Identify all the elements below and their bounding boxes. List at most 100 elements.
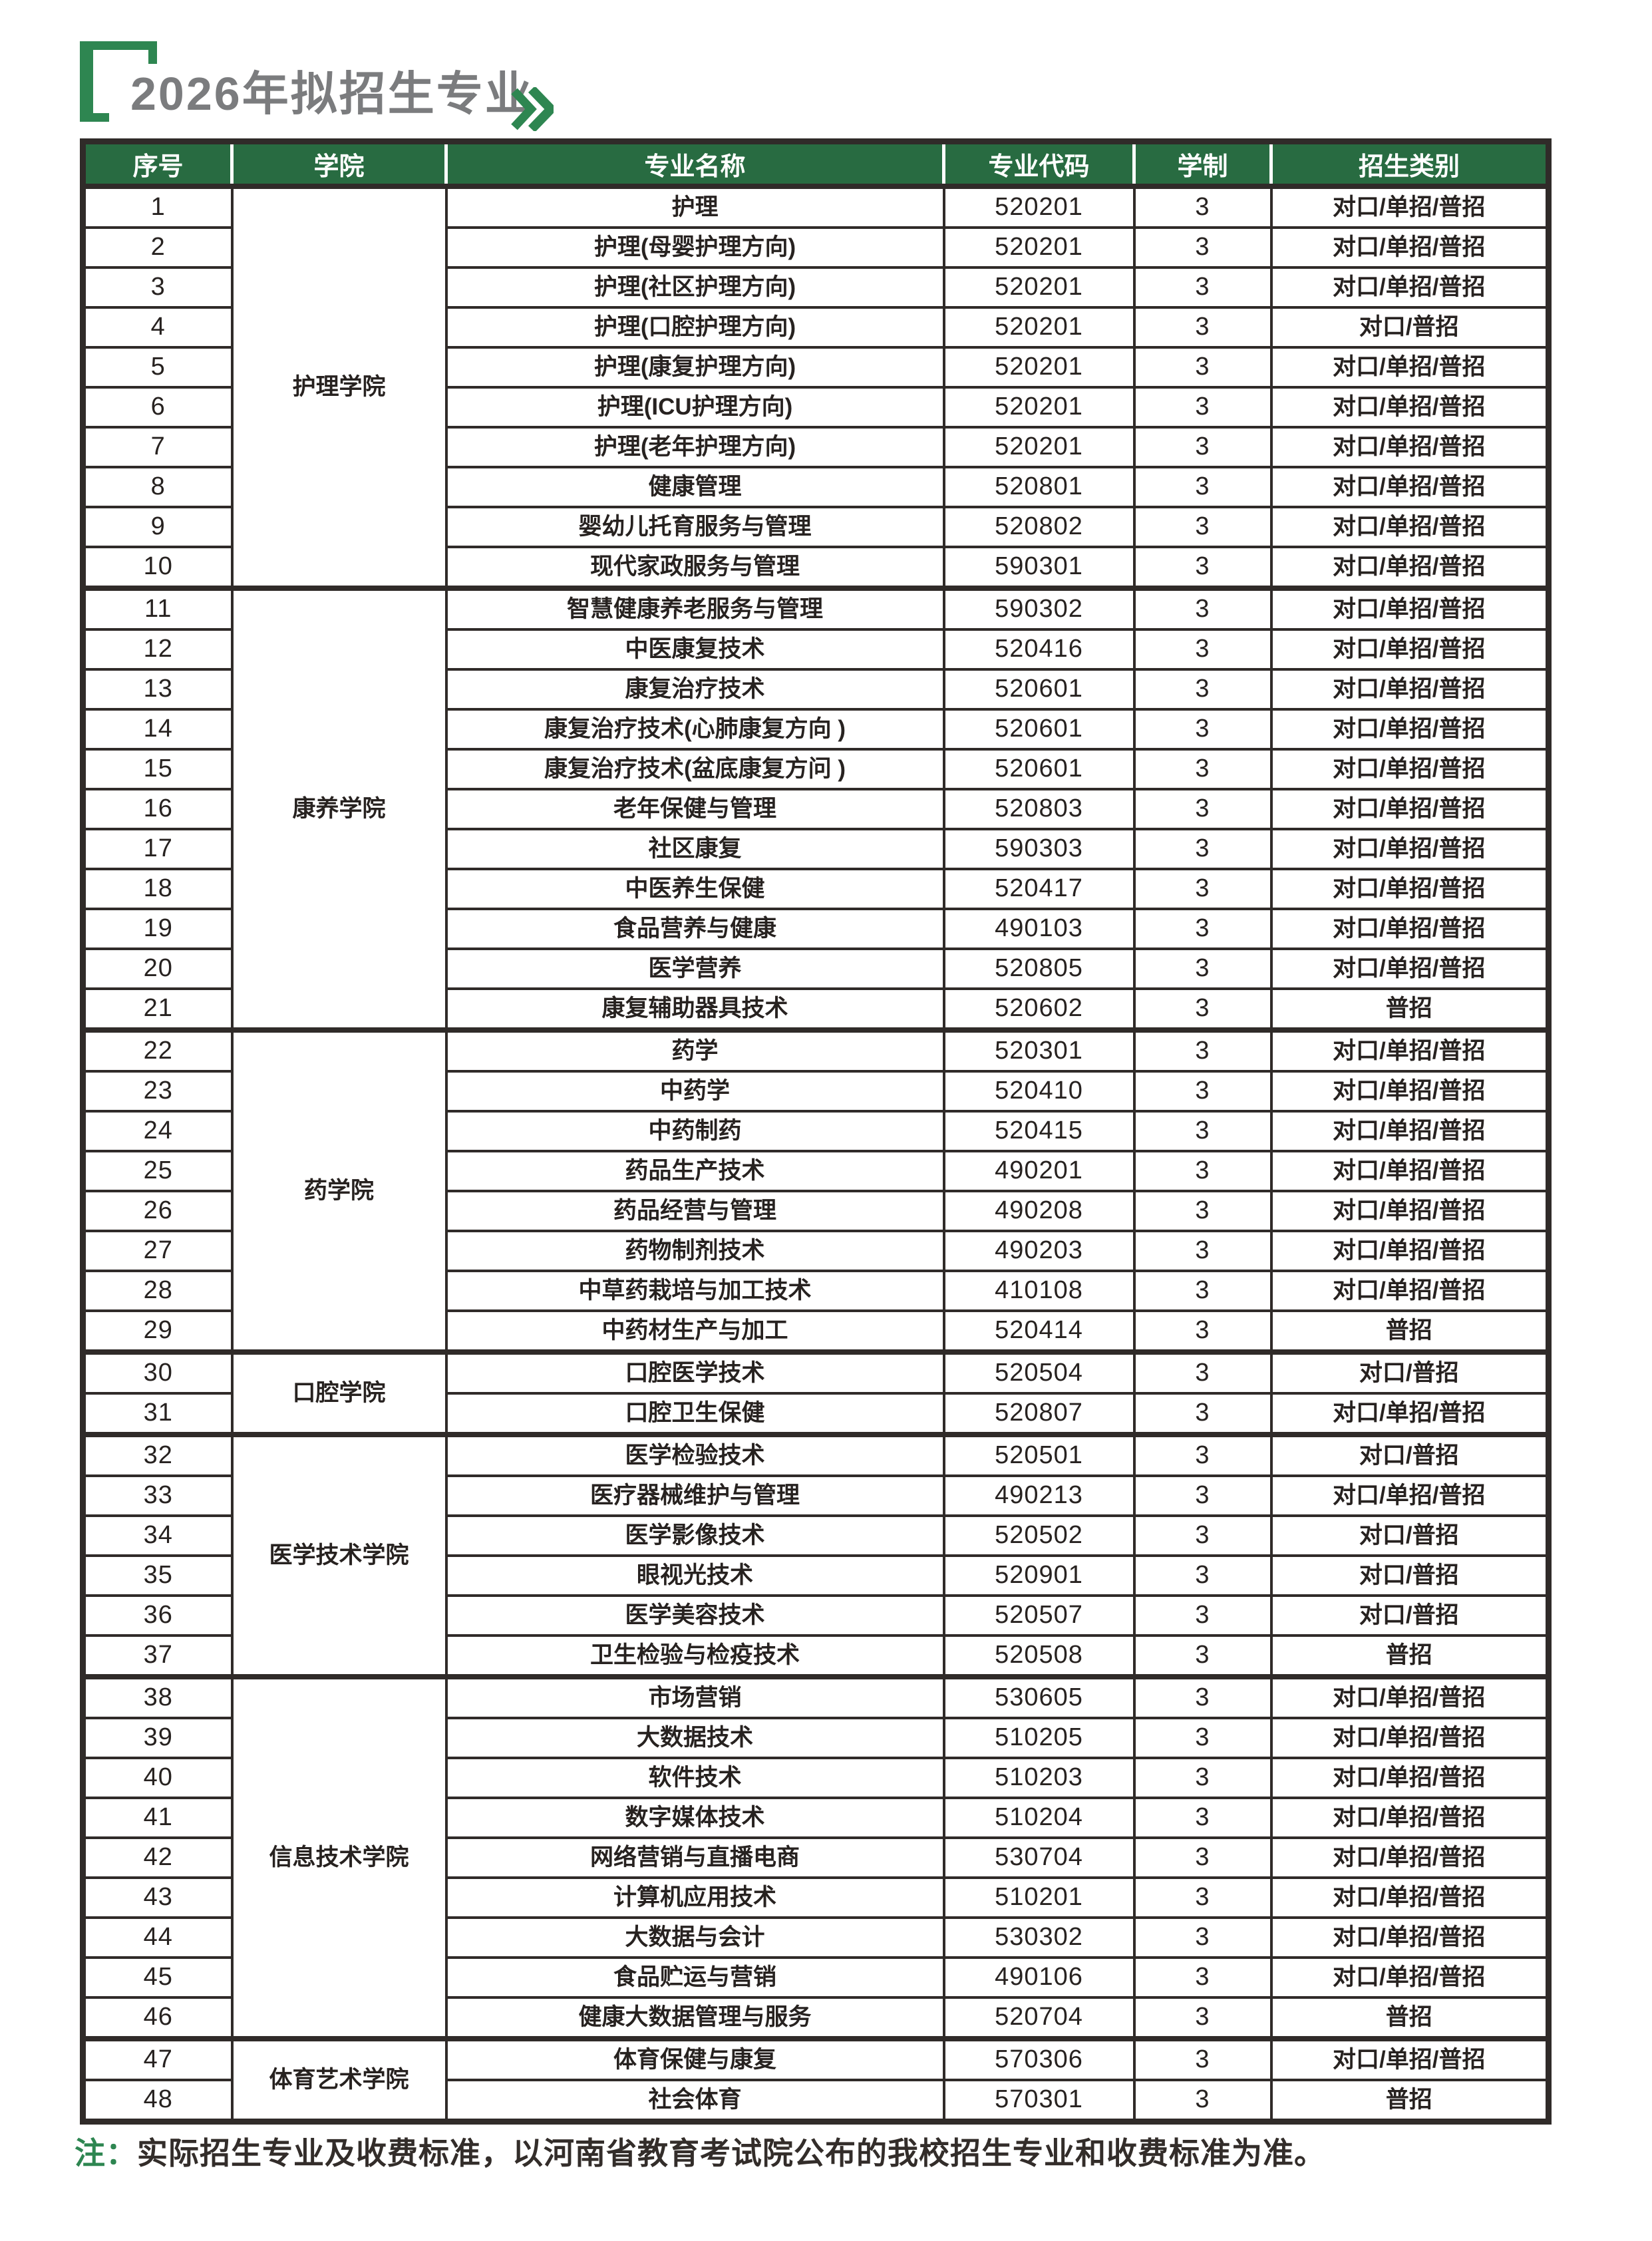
cell-years: 3 [1132, 506, 1273, 548]
cell-code: 520415 [942, 1110, 1136, 1152]
cell-major: 健康大数据管理与服务 [444, 1996, 945, 2040]
cell-major: 康复治疗技术(心肺康复方向 ) [444, 708, 945, 751]
cell-category: 对口/单招/普招 [1269, 1230, 1550, 1272]
cell-years: 3 [1132, 1027, 1273, 1073]
cell-category: 对口/单招/普招 [1269, 1392, 1550, 1436]
cell-no: 41 [81, 1797, 234, 1839]
cell-major: 护理(社区护理方向) [444, 266, 945, 309]
cell-no: 17 [81, 828, 234, 870]
table-row: 35 眼视光技术 520901 3 对口/普招 [81, 1554, 1550, 1597]
cell-category: 对口/普招 [1269, 1554, 1550, 1597]
cell-years: 3 [1132, 1230, 1273, 1272]
cell-code: 490103 [942, 908, 1136, 950]
cell-no: 10 [81, 546, 234, 590]
cell-no: 35 [81, 1554, 234, 1597]
cell-category: 对口/单招/普招 [1269, 2036, 1550, 2081]
cell-category: 对口/单招/普招 [1269, 386, 1550, 429]
cell-code: 520507 [942, 1594, 1136, 1637]
cell-major: 眼视光技术 [444, 1554, 945, 1597]
table-row: 25 药品生产技术 490201 3 对口/单招/普招 [81, 1150, 1550, 1192]
cell-no: 19 [81, 908, 234, 950]
cell-code: 520414 [942, 1309, 1136, 1353]
cell-code: 510203 [942, 1757, 1136, 1799]
cell-category: 对口/单招/普招 [1269, 226, 1550, 269]
cell-category: 对口/单招/普招 [1269, 184, 1550, 229]
cell-code: 520802 [942, 506, 1136, 548]
cell-category: 对口/单招/普招 [1269, 346, 1550, 389]
cell-code: 520417 [942, 868, 1136, 910]
cell-no: 38 [81, 1674, 234, 1719]
cell-years: 3 [1132, 1757, 1273, 1799]
cell-major: 护理(老年护理方向) [444, 426, 945, 468]
cell-code: 530302 [942, 1916, 1136, 1959]
cell-major: 老年保健与管理 [444, 788, 945, 830]
cell-years: 3 [1132, 386, 1273, 429]
cell-category: 普招 [1269, 1634, 1550, 1678]
cell-code: 520601 [942, 748, 1136, 790]
cell-years: 3 [1132, 1916, 1273, 1959]
cell-college: 护理学院 [230, 184, 448, 590]
table-row: 10 现代家政服务与管理 590301 3 对口/单招/普招 [81, 546, 1550, 590]
cell-code: 490106 [942, 1956, 1136, 1999]
cell-years: 3 [1132, 1432, 1273, 1477]
cell-years: 3 [1132, 1876, 1273, 1919]
cell-code: 490201 [942, 1150, 1136, 1192]
table-row: 7 护理(老年护理方向) 520201 3 对口/单招/普招 [81, 426, 1550, 468]
cell-no: 24 [81, 1110, 234, 1152]
cell-code: 410108 [942, 1270, 1136, 1312]
cell-major: 医学营养 [444, 948, 945, 990]
cell-college: 药学院 [230, 1027, 448, 1353]
cell-category: 普招 [1269, 1309, 1550, 1353]
cell-major: 医学影像技术 [444, 1514, 945, 1557]
cell-no: 13 [81, 668, 234, 711]
table-row: 22 药学院 药学 520301 3 对口/单招/普招 [81, 1027, 1550, 1353]
table-row: 43 计算机应用技术 510201 3 对口/单招/普招 [81, 1876, 1550, 1919]
cell-code: 520301 [942, 1027, 1136, 1073]
cell-no: 26 [81, 1190, 234, 1232]
cell-no: 2 [81, 226, 234, 269]
cell-code: 490208 [942, 1190, 1136, 1232]
cell-no: 18 [81, 868, 234, 910]
cell-category: 对口/普招 [1269, 1594, 1550, 1637]
cell-category: 对口/单招/普招 [1269, 668, 1550, 711]
cell-code: 570306 [942, 2036, 1136, 2081]
cell-no: 36 [81, 1594, 234, 1637]
cell-no: 9 [81, 506, 234, 548]
cell-college: 信息技术学院 [230, 1674, 448, 2040]
cell-major: 医学检验技术 [444, 1432, 945, 1477]
cell-years: 3 [1132, 184, 1273, 229]
cell-no: 46 [81, 1996, 234, 2040]
cell-category: 对口/单招/普招 [1269, 1110, 1550, 1152]
cell-code: 520602 [942, 987, 1136, 1031]
cell-category: 对口/单招/普招 [1269, 828, 1550, 870]
cell-no: 6 [81, 386, 234, 429]
cell-no: 34 [81, 1514, 234, 1557]
cell-years: 3 [1132, 1996, 1273, 2040]
table-row: 6 护理(ICU护理方向) 520201 3 对口/单招/普招 [81, 386, 1550, 429]
cell-years: 3 [1132, 1956, 1273, 1999]
cell-no: 14 [81, 708, 234, 751]
cell-no: 25 [81, 1150, 234, 1192]
table-row: 8 健康管理 520801 3 对口/单招/普招 [81, 466, 1550, 508]
table-row: 42 网络营销与直播电商 530704 3 对口/单招/普招 [81, 1836, 1550, 1879]
table-row: 45 食品贮运与营销 490106 3 对口/单招/普招 [81, 1956, 1550, 1999]
cell-years: 3 [1132, 1674, 1273, 1719]
cell-major: 药物制剂技术 [444, 1230, 945, 1272]
cell-code: 490203 [942, 1230, 1136, 1272]
cell-major: 婴幼儿托育服务与管理 [444, 506, 945, 548]
cell-years: 3 [1132, 668, 1273, 711]
cell-code: 520801 [942, 466, 1136, 508]
table-row: 48 社会体育 570301 3 普招 [81, 2079, 1550, 2123]
cell-code: 570301 [942, 2079, 1136, 2123]
cell-college: 康养学院 [230, 586, 448, 1031]
cell-years: 3 [1132, 1392, 1273, 1436]
table-row: 18 中医养生保健 520417 3 对口/单招/普招 [81, 868, 1550, 910]
cell-major: 社区康复 [444, 828, 945, 870]
cell-major: 口腔卫生保健 [444, 1392, 945, 1436]
cell-major: 康复治疗技术(盆底康复方问 ) [444, 748, 945, 790]
cell-code: 530605 [942, 1674, 1136, 1719]
cell-years: 3 [1132, 908, 1273, 950]
cell-category: 普招 [1269, 1996, 1550, 2040]
table-row: 41 数字媒体技术 510204 3 对口/单招/普招 [81, 1797, 1550, 1839]
table-row: 15 康复治疗技术(盆底康复方问 ) 520601 3 对口/单招/普招 [81, 748, 1550, 790]
